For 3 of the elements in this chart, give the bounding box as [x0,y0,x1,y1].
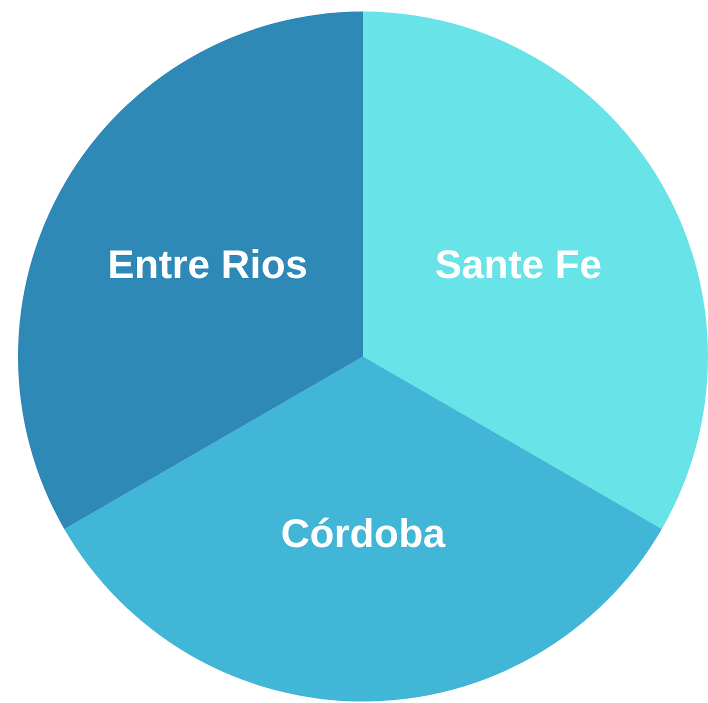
slice-label: Córdoba [280,512,446,556]
slice-label: Entre Rios [108,242,308,287]
slice-label: Sante Fe [434,242,602,287]
